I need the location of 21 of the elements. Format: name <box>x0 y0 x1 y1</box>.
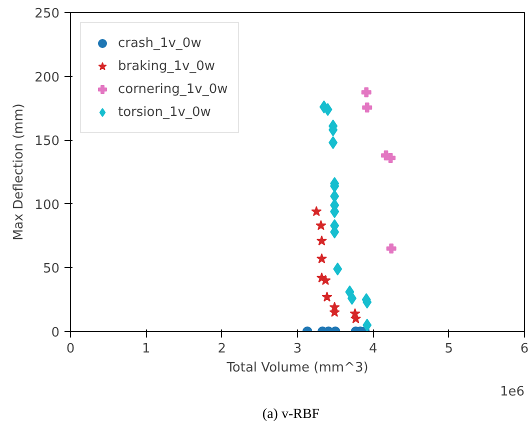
x-tick-label: 6 <box>520 342 529 356</box>
y-tick-label: 50 <box>42 262 60 277</box>
x-axis-title: Total Volume (mm^3) <box>226 360 368 376</box>
x-tick-label: 1 <box>142 342 150 356</box>
x-tick-label: 0 <box>66 342 75 356</box>
y-tick-label: 100 <box>34 198 60 213</box>
text: (a) v-RBF <box>262 406 320 424</box>
legend-label: crash_1v_0w <box>118 36 202 50</box>
legend-label: cornering_1v_0w <box>118 82 228 96</box>
y-tick-label: 0 <box>51 326 60 340</box>
x-tick-label: 2 <box>218 342 226 356</box>
x-tick-label: 5 <box>444 342 453 356</box>
y-tick-label: 150 <box>34 134 60 150</box>
x-tick-label: 3 <box>293 342 302 356</box>
y-tick-label: 200 <box>34 70 60 86</box>
text: 1e6 <box>500 384 525 400</box>
legend-label: braking_1v_0w <box>118 58 216 74</box>
y-tick-label: 250 <box>34 6 60 22</box>
x-tick-label: 4 <box>369 342 378 356</box>
y-axis-title: Max Deflection (mm) <box>12 104 27 240</box>
legend-label: torsion_1v_0w <box>118 104 211 120</box>
